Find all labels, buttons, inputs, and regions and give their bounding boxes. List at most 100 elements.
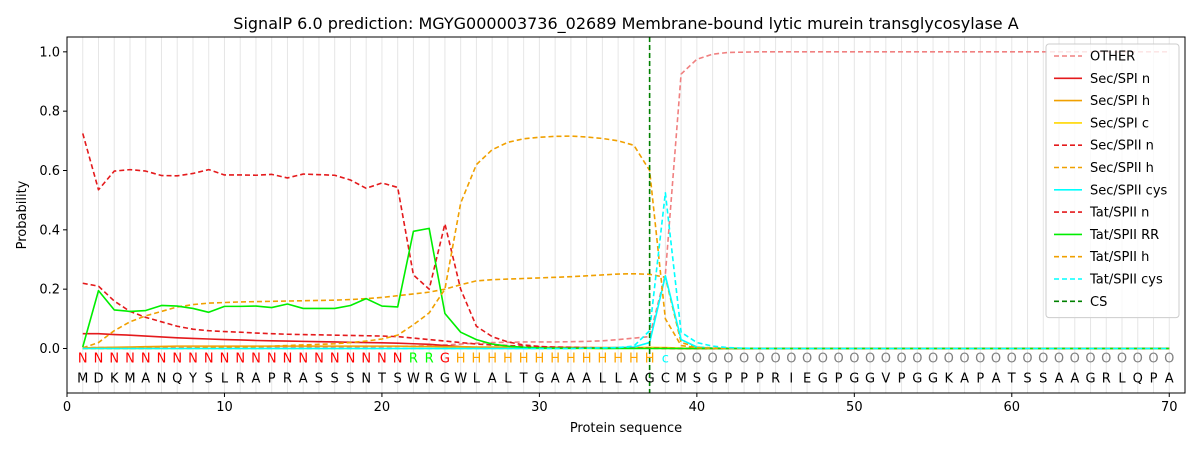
residue-label: G <box>645 371 655 386</box>
y-axis-label: Probability <box>15 180 30 249</box>
residue-label: T <box>1007 371 1016 386</box>
x-tick-label: 70 <box>1161 400 1178 415</box>
region-label: O <box>881 351 891 366</box>
region-label: G <box>440 351 450 366</box>
residue-label: S <box>315 371 323 386</box>
region-label: N <box>377 351 387 366</box>
residue-label: L <box>615 371 623 386</box>
residue-label: C <box>661 371 670 386</box>
residue-label: G <box>865 371 875 386</box>
region-label: O <box>1117 351 1127 366</box>
x-axis-label: Protein sequence <box>570 421 682 436</box>
residue-label: G <box>912 371 922 386</box>
residue-label: A <box>488 371 497 386</box>
residue-label: L <box>473 371 481 386</box>
residue-label: I <box>789 371 793 386</box>
residue-label: A <box>141 371 150 386</box>
region-label: H <box>535 351 545 366</box>
region-label: N <box>141 351 151 366</box>
residue-label: L <box>599 371 607 386</box>
region-label: H <box>629 351 639 366</box>
residue-label: A <box>992 371 1001 386</box>
region-label: O <box>928 351 938 366</box>
x-tick-label: 10 <box>216 400 233 415</box>
residue-label: S <box>394 371 402 386</box>
y-tick-label: 0.8 <box>39 105 60 120</box>
region-label: H <box>456 351 466 366</box>
region-label: O <box>676 351 686 366</box>
region-label: N <box>314 351 324 366</box>
residue-label: S <box>205 371 213 386</box>
region-label: O <box>1133 351 1143 366</box>
residue-label: A <box>960 371 969 386</box>
series-line-tat-spii-rr <box>81 227 1170 350</box>
region-label: N <box>283 351 293 366</box>
region-label: R <box>425 351 434 366</box>
residue-label: G <box>1085 371 1095 386</box>
residue-label: R <box>771 371 780 386</box>
residue-label: P <box>1150 371 1158 386</box>
region-label: O <box>1085 351 1095 366</box>
region-label: c <box>662 351 669 366</box>
residue-label: S <box>1023 371 1031 386</box>
residue-label: N <box>361 371 371 386</box>
y-tick-label: 0.4 <box>39 223 60 238</box>
residue-label: E <box>803 371 811 386</box>
y-tick-label: 0.2 <box>39 283 60 298</box>
residue-label: S <box>1039 371 1047 386</box>
residue-label: T <box>377 371 386 386</box>
region-label: N <box>251 351 261 366</box>
region-label: O <box>818 351 828 366</box>
region-label: N <box>172 351 182 366</box>
x-tick-label: 40 <box>689 400 706 415</box>
legend-label: Sec/SPII cys <box>1090 183 1168 198</box>
region-label: N <box>235 351 245 366</box>
region-label: O <box>707 351 717 366</box>
region-label: O <box>802 351 812 366</box>
residue-label: W <box>454 371 467 386</box>
residue-label: A <box>629 371 638 386</box>
region-label: O <box>755 351 765 366</box>
region-label: N <box>109 351 119 366</box>
residue-label: V <box>881 371 890 386</box>
region-label: N <box>125 351 135 366</box>
legend-label: Tat/SPII h <box>1089 250 1149 265</box>
axes: 0 10 20 30 40 50 60 70 0.0 0.2 0.4 0.6 0.8 1.0 <box>39 45 1177 415</box>
region-label: N <box>78 351 88 366</box>
region-label: N <box>393 351 403 366</box>
residue-label: A <box>1165 371 1174 386</box>
sequence-labels: NMNDNKNMNANNNQNYNSNLNRNANPNRNANSNSNSNNNT… <box>77 351 1174 386</box>
region-label: O <box>786 351 796 366</box>
region-label: O <box>1070 351 1080 366</box>
residue-label: A <box>551 371 560 386</box>
residue-label: G <box>849 371 859 386</box>
region-label: O <box>959 351 969 366</box>
x-tick-label: 50 <box>846 400 863 415</box>
region-label: H <box>597 351 607 366</box>
legend-box <box>1045 43 1180 319</box>
region-label: N <box>346 351 356 366</box>
region-label: O <box>865 351 875 366</box>
region-label: H <box>519 351 529 366</box>
region-label: H <box>582 351 592 366</box>
residue-label: R <box>425 371 434 386</box>
residue-label: P <box>898 371 906 386</box>
residue-label: A <box>1055 371 1064 386</box>
residue-label: L <box>1118 371 1126 386</box>
residue-label: R <box>283 371 292 386</box>
residue-label: P <box>268 371 276 386</box>
region-label: O <box>1101 351 1111 366</box>
legend: OTHER Sec/SPI n Sec/SPI h Sec/SPI c Sec/SPII… <box>1045 43 1180 319</box>
region-label: H <box>503 351 513 366</box>
residue-label: G <box>440 371 450 386</box>
residue-label: S <box>693 371 701 386</box>
residue-label: P <box>740 371 748 386</box>
residue-label: Q <box>1133 371 1143 386</box>
series-line-sec-spii-cys <box>82 275 1170 350</box>
region-label: N <box>188 351 198 366</box>
region-label: O <box>1022 351 1032 366</box>
residue-label: M <box>124 371 135 386</box>
residue-label: A <box>566 371 575 386</box>
